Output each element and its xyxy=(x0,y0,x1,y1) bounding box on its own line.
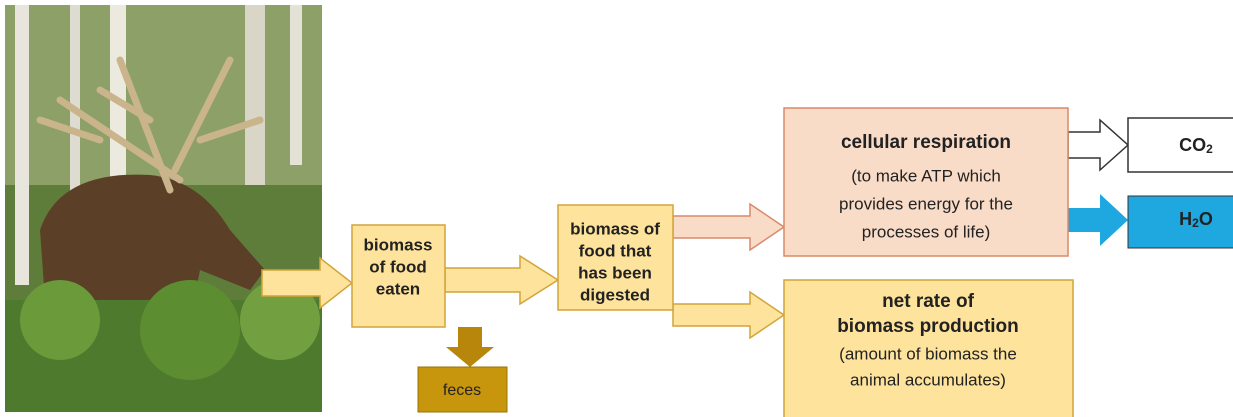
box-text: provides energy for the xyxy=(839,194,1013,213)
arrow xyxy=(1068,120,1128,170)
arrow xyxy=(446,327,494,367)
box-title: cellular respiration xyxy=(841,132,1011,153)
arrow xyxy=(445,256,558,304)
box-text: of food xyxy=(369,257,427,276)
box-text: (amount of biomass the xyxy=(839,344,1017,363)
diagram: biomass of food eaten feces biomass of f… xyxy=(0,0,1233,417)
box-title: biomass production xyxy=(837,316,1019,337)
formula-part: O xyxy=(1199,209,1213,229)
box-text: has been xyxy=(578,263,652,282)
box-text: eaten xyxy=(376,279,420,298)
box-text: processes of life) xyxy=(862,222,991,241)
box-text: animal accumulates) xyxy=(850,370,1006,389)
elk-photo xyxy=(5,5,322,412)
formula-part: CO xyxy=(1179,135,1206,155)
box-text: food that xyxy=(579,241,652,260)
box-text: (to make ATP which xyxy=(851,166,1001,185)
arrow xyxy=(673,292,784,338)
arrow xyxy=(1068,194,1128,246)
box-text: digested xyxy=(580,285,650,304)
box-text: feces xyxy=(443,382,481,399)
formula-part: H xyxy=(1179,209,1192,229)
box-title: net rate of xyxy=(882,291,975,312)
arrow xyxy=(673,204,784,250)
formula-subscript: 2 xyxy=(1206,142,1213,156)
box-text: biomass xyxy=(364,235,433,254)
box-text: biomass of xyxy=(570,219,660,238)
